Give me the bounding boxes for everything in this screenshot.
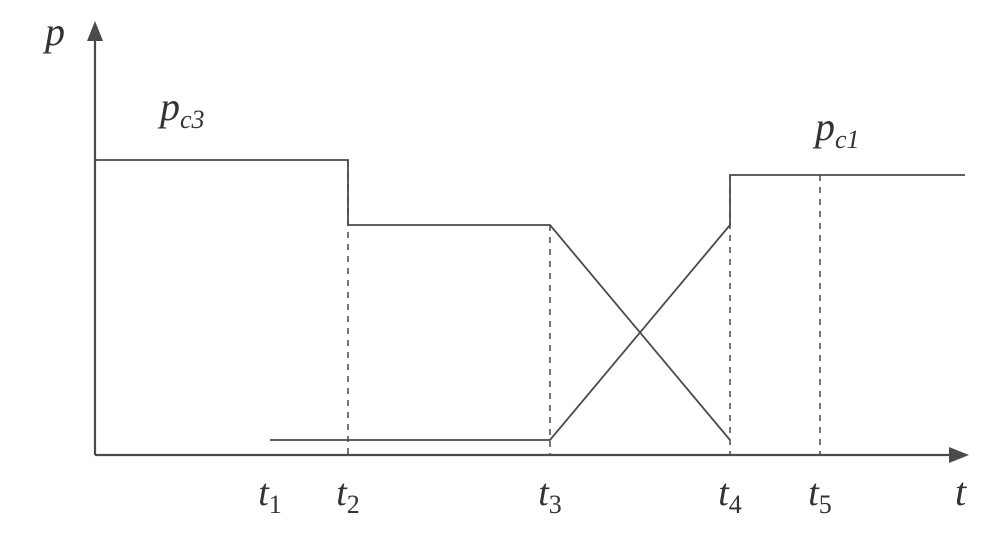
curve-label-pc3: pc3 [157,84,205,134]
curve-label-pc1: pc1 [812,104,860,154]
pressure-time-diagram: p t t1 t2 t3 t4 t5 pc3 pc1 [0,0,1000,557]
tick-label-t2: t2 [336,472,360,519]
tick-label-t3: t3 [538,472,562,519]
tick-label-t4: t4 [718,472,742,519]
x-axis-label: t [955,469,967,514]
curve-pc1 [270,175,965,440]
curve-pc3 [95,160,730,440]
tick-label-t1: t1 [258,472,282,519]
x-axis-arrow [949,447,969,463]
y-axis-label: p [42,9,65,54]
tick-label-t5: t5 [808,472,832,519]
y-axis-arrow [87,21,103,41]
